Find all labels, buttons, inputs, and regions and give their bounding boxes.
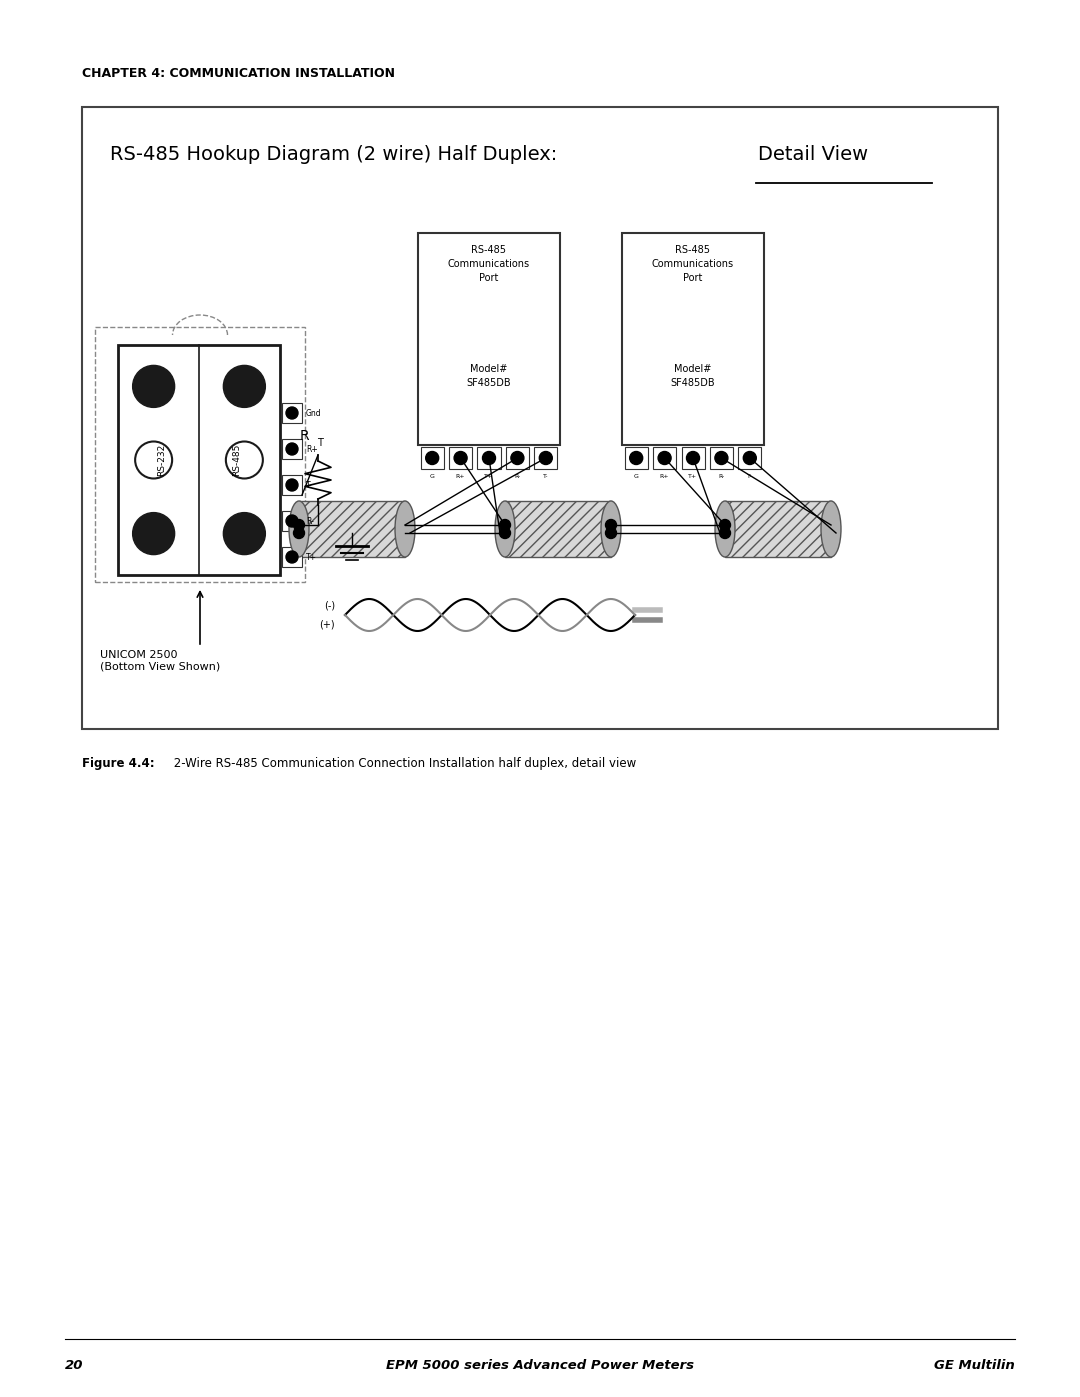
Circle shape bbox=[658, 451, 671, 464]
Circle shape bbox=[630, 451, 643, 464]
Circle shape bbox=[715, 451, 728, 464]
Text: GE Multilin: GE Multilin bbox=[934, 1359, 1015, 1372]
Circle shape bbox=[511, 451, 524, 464]
Ellipse shape bbox=[600, 502, 621, 557]
Text: Detail View: Detail View bbox=[758, 145, 868, 163]
Circle shape bbox=[226, 441, 262, 479]
Circle shape bbox=[606, 520, 617, 531]
Circle shape bbox=[286, 407, 298, 419]
Bar bbox=[681, 447, 704, 469]
Bar bbox=[299, 502, 405, 557]
Circle shape bbox=[426, 451, 438, 464]
Text: T-: T- bbox=[747, 474, 753, 479]
Bar bbox=[624, 447, 648, 469]
Circle shape bbox=[294, 520, 305, 531]
Circle shape bbox=[454, 451, 467, 464]
Circle shape bbox=[135, 441, 172, 479]
Bar bbox=[505, 502, 611, 557]
Bar bbox=[710, 447, 733, 469]
Ellipse shape bbox=[715, 502, 735, 557]
Text: T-: T- bbox=[306, 481, 312, 489]
Ellipse shape bbox=[289, 502, 309, 557]
Bar bbox=[477, 447, 500, 469]
Circle shape bbox=[133, 513, 175, 555]
Circle shape bbox=[294, 528, 305, 538]
Text: T: T bbox=[318, 439, 323, 448]
Circle shape bbox=[286, 550, 298, 563]
Circle shape bbox=[286, 443, 298, 455]
Bar bbox=[299, 502, 405, 557]
Bar bbox=[421, 447, 444, 469]
Text: RS-485
Communications
Port: RS-485 Communications Port bbox=[652, 244, 734, 284]
Bar bbox=[725, 502, 831, 557]
Text: Gnd: Gnd bbox=[306, 408, 322, 418]
Text: G: G bbox=[634, 474, 638, 479]
Ellipse shape bbox=[495, 502, 515, 557]
Text: UNICOM 2500
(Bottom View Shown): UNICOM 2500 (Bottom View Shown) bbox=[100, 650, 220, 672]
Bar bbox=[725, 502, 831, 557]
Text: Model#
SF485DB: Model# SF485DB bbox=[467, 365, 511, 388]
Text: Figure 4.4:: Figure 4.4: bbox=[82, 757, 154, 770]
Bar bbox=[282, 548, 302, 567]
Text: T+: T+ bbox=[688, 474, 698, 479]
Circle shape bbox=[499, 520, 511, 531]
Text: EPM 5000 series Advanced Power Meters: EPM 5000 series Advanced Power Meters bbox=[386, 1359, 694, 1372]
Text: CHAPTER 4: COMMUNICATION INSTALLATION: CHAPTER 4: COMMUNICATION INSTALLATION bbox=[82, 67, 395, 80]
Circle shape bbox=[539, 451, 552, 464]
Bar bbox=[418, 233, 561, 446]
Text: RS-232: RS-232 bbox=[158, 444, 166, 476]
Text: (-): (-) bbox=[324, 601, 335, 610]
Text: R: R bbox=[300, 429, 310, 443]
Text: 20: 20 bbox=[65, 1359, 83, 1372]
Circle shape bbox=[224, 366, 266, 408]
Text: T-: T- bbox=[543, 474, 549, 479]
Bar bbox=[118, 345, 280, 576]
Text: R+: R+ bbox=[306, 444, 318, 454]
Circle shape bbox=[286, 515, 298, 527]
Text: T+: T+ bbox=[306, 552, 318, 562]
Circle shape bbox=[499, 528, 511, 538]
Bar bbox=[535, 447, 557, 469]
Text: R-: R- bbox=[306, 517, 314, 525]
Text: R+: R+ bbox=[456, 474, 465, 479]
Bar bbox=[282, 475, 302, 495]
Circle shape bbox=[687, 451, 700, 464]
Circle shape bbox=[286, 479, 298, 490]
Circle shape bbox=[606, 528, 617, 538]
Bar bbox=[653, 447, 676, 469]
Text: RS-485
Communications
Port: RS-485 Communications Port bbox=[448, 244, 530, 284]
Circle shape bbox=[719, 520, 730, 531]
Text: (+): (+) bbox=[320, 620, 335, 630]
Bar bbox=[449, 447, 472, 469]
Text: T+: T+ bbox=[485, 474, 494, 479]
Text: RS-485: RS-485 bbox=[232, 444, 241, 476]
Ellipse shape bbox=[395, 502, 415, 557]
Bar bbox=[95, 327, 305, 583]
Circle shape bbox=[743, 451, 756, 464]
Bar bbox=[282, 439, 302, 460]
Text: Model#
SF485DB: Model# SF485DB bbox=[671, 365, 715, 388]
Text: R-: R- bbox=[718, 474, 725, 479]
Bar bbox=[622, 233, 764, 446]
Circle shape bbox=[719, 528, 730, 538]
Text: R-: R- bbox=[514, 474, 521, 479]
Bar bbox=[282, 511, 302, 531]
Circle shape bbox=[483, 451, 496, 464]
Text: R+: R+ bbox=[660, 474, 670, 479]
Bar bbox=[282, 402, 302, 423]
Circle shape bbox=[224, 513, 266, 555]
Bar bbox=[82, 108, 998, 729]
Text: RS-485 Hookup Diagram (2 wire) Half Duplex:: RS-485 Hookup Diagram (2 wire) Half Dupl… bbox=[110, 145, 564, 163]
Bar bbox=[505, 447, 529, 469]
Circle shape bbox=[133, 366, 175, 408]
Text: G: G bbox=[430, 474, 434, 479]
Bar bbox=[505, 502, 611, 557]
Bar bbox=[739, 447, 761, 469]
Text: 2-Wire RS-485 Communication Connection Installation half duplex, detail view: 2-Wire RS-485 Communication Connection I… bbox=[170, 757, 636, 770]
Ellipse shape bbox=[821, 502, 841, 557]
